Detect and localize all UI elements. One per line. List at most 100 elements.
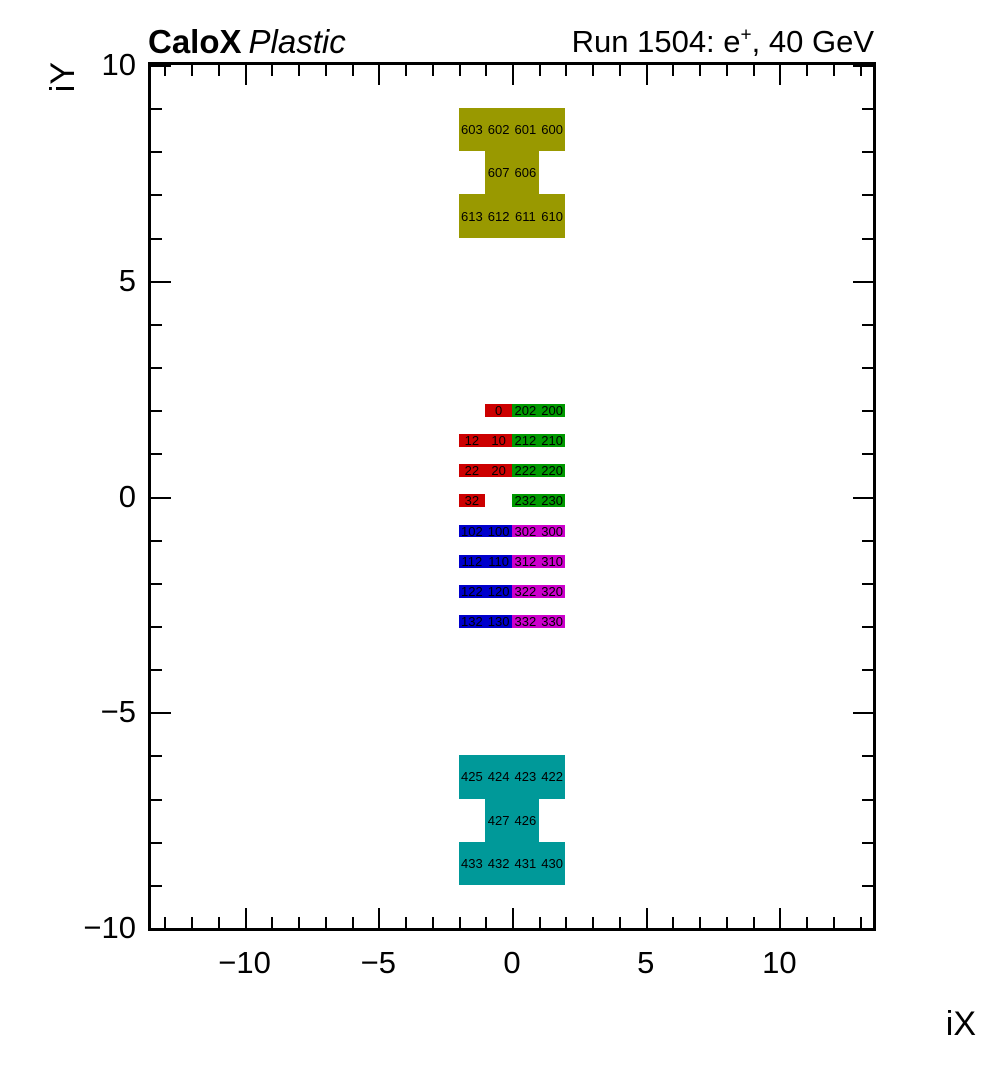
x-tick-label: 0: [503, 945, 521, 980]
axis-tick: [853, 280, 873, 283]
channel-cell[interactable]: 120: [485, 584, 512, 598]
channel-cell[interactable]: 613: [458, 194, 486, 238]
channel-id-label: 426: [514, 812, 537, 828]
x-tick-label: −5: [360, 945, 396, 980]
axis-tick: [565, 65, 568, 76]
axis-tick: [862, 237, 873, 240]
axis-tick: [699, 65, 702, 76]
channel-cell[interactable]: 212: [512, 433, 539, 447]
channel-cell[interactable]: 10: [485, 433, 512, 447]
channel-cell[interactable]: 312: [512, 554, 539, 568]
channel-cell[interactable]: 202: [512, 403, 539, 417]
channel-cell[interactable]: 332: [512, 615, 539, 629]
channel-cell[interactable]: 122: [458, 584, 486, 598]
channel-cell[interactable]: 230: [538, 494, 566, 508]
axis-tick: [351, 917, 354, 928]
channel-cell[interactable]: 423: [512, 755, 539, 799]
channel-cell[interactable]: 432: [485, 841, 512, 885]
channel-id-label: 601: [514, 122, 537, 138]
axis-tick: [151, 194, 162, 197]
axis-tick: [151, 798, 162, 801]
axis-tick: [565, 917, 568, 928]
axis-tick: [244, 65, 247, 85]
channel-cell[interactable]: 100: [485, 524, 512, 538]
channel-id-label: 600: [541, 122, 563, 138]
y-tick-label: −5: [100, 694, 136, 730]
channel-cell[interactable]: 22: [458, 464, 486, 478]
axis-tick: [458, 65, 461, 76]
channel-cell[interactable]: 424: [485, 755, 512, 799]
axis-tick: [779, 908, 782, 928]
channel-cell[interactable]: 322: [512, 584, 539, 598]
channel-cell[interactable]: 611: [512, 194, 539, 238]
channel-cell[interactable]: 607: [485, 151, 512, 195]
channel-cell[interactable]: 132: [458, 615, 486, 629]
channel-id-label: 423: [514, 769, 537, 785]
channel-cell[interactable]: 612: [485, 194, 512, 238]
channel-cell[interactable]: 426: [512, 798, 539, 842]
channel-cell[interactable]: 232: [512, 494, 539, 508]
channel-cell[interactable]: 200: [538, 403, 566, 417]
channel-cell[interactable]: 603: [458, 108, 486, 152]
channel-cell[interactable]: 602: [485, 108, 512, 152]
axis-tick: [151, 755, 162, 758]
channel-cell[interactable]: 431: [512, 841, 539, 885]
axis-tick: [862, 884, 873, 887]
axis-tick: [862, 625, 873, 628]
channel-cell[interactable]: 601: [512, 108, 539, 152]
channel-cell[interactable]: 606: [512, 151, 539, 195]
channel-id-label: 312: [514, 554, 537, 568]
channel-cell[interactable]: 102: [458, 524, 486, 538]
axis-tick: [271, 65, 274, 76]
channel-cell[interactable]: 20: [485, 464, 512, 478]
channel-cell[interactable]: 302: [512, 524, 539, 538]
channel-cell[interactable]: 300: [538, 524, 566, 538]
axis-tick: [431, 65, 434, 76]
axis-tick: [191, 65, 194, 76]
channel-cell[interactable]: 112: [458, 554, 486, 568]
channel-cell[interactable]: 220: [538, 464, 566, 478]
channel-id-label: 611: [515, 208, 536, 224]
axis-tick: [405, 917, 408, 928]
channel-id-label: 300: [541, 524, 563, 538]
channel-cell[interactable]: 330: [538, 615, 566, 629]
channel-id-label: 12: [464, 433, 480, 447]
axis-tick: [217, 65, 220, 76]
channel-id-label: 122: [461, 584, 483, 598]
channel-cell[interactable]: 310: [538, 554, 566, 568]
axis-tick: [405, 65, 408, 76]
channel-id-label: 422: [541, 769, 563, 785]
channel-cell[interactable]: 320: [538, 584, 566, 598]
axis-tick: [351, 65, 354, 76]
channel-id-label: 130: [487, 615, 510, 629]
channel-id-label: 132: [461, 615, 483, 629]
channel-cell[interactable]: 0: [485, 403, 512, 417]
channel-cell[interactable]: 222: [512, 464, 539, 478]
channel-cell[interactable]: 110: [485, 554, 512, 568]
channel-cell[interactable]: 427: [485, 798, 512, 842]
axis-tick: [151, 453, 162, 456]
channel-cell[interactable]: 430: [538, 841, 566, 885]
y-tick-label: 0: [118, 478, 136, 514]
channel-id-label: 100: [487, 524, 510, 538]
channel-cell[interactable]: 433: [458, 841, 486, 885]
channel-id-label: 332: [514, 615, 537, 629]
axis-tick: [485, 65, 488, 76]
channel-cell[interactable]: 210: [538, 433, 566, 447]
axis-tick: [862, 539, 873, 542]
channel-cell[interactable]: 425: [458, 755, 486, 799]
axis-tick: [151, 108, 162, 111]
channel-id-label: 602: [487, 122, 510, 138]
channel-cell[interactable]: 130: [485, 615, 512, 629]
axis-tick: [618, 65, 621, 76]
axis-tick: [853, 496, 873, 499]
channel-cell[interactable]: 422: [538, 755, 566, 799]
channel-cell[interactable]: 12: [458, 433, 486, 447]
channel-cell[interactable]: 32: [458, 494, 486, 508]
axis-tick: [244, 908, 247, 928]
axis-tick: [862, 755, 873, 758]
channel-cell[interactable]: 610: [538, 194, 566, 238]
channel-cell[interactable]: 600: [538, 108, 566, 152]
channel-id-label: 120: [487, 584, 510, 598]
channel-id-label: 0: [495, 403, 503, 417]
